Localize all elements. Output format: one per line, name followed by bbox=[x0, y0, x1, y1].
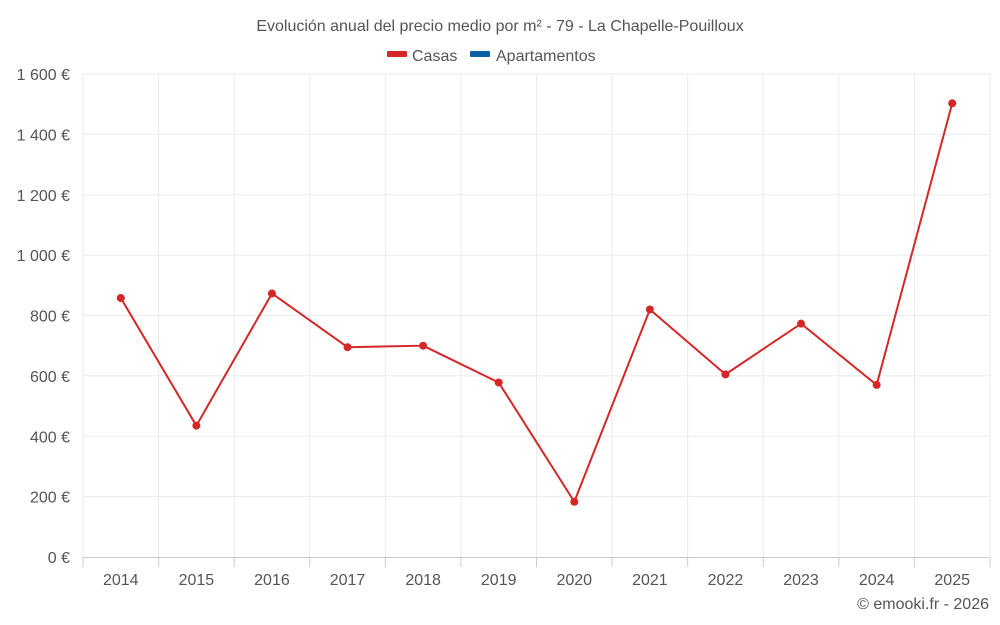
data-point[interactable] bbox=[645, 305, 654, 314]
x-tick-label: 2015 bbox=[179, 572, 215, 589]
y-tick-label: 800 € bbox=[30, 309, 70, 326]
legend-swatch-apartamentos bbox=[470, 51, 490, 57]
x-tick-label: 2022 bbox=[708, 572, 744, 589]
data-point[interactable] bbox=[116, 293, 125, 302]
x-tick-label: 2025 bbox=[934, 572, 970, 589]
legend-label-apartamentos: Apartamentos bbox=[496, 48, 596, 65]
series-casas bbox=[116, 99, 957, 506]
x-tick-label: 2020 bbox=[556, 572, 592, 589]
legend-item-casas[interactable]: Casas bbox=[387, 48, 457, 65]
data-point[interactable] bbox=[872, 380, 881, 389]
data-point[interactable] bbox=[419, 341, 428, 350]
y-tick-label: 200 € bbox=[30, 490, 70, 507]
data-point[interactable] bbox=[797, 319, 806, 328]
y-tick-label: 1 600 € bbox=[17, 67, 70, 84]
y-tick-label: 1 400 € bbox=[17, 127, 70, 144]
x-tick-label: 2019 bbox=[481, 572, 517, 589]
y-tick-label: 1 000 € bbox=[17, 248, 70, 265]
x-tick-label: 2017 bbox=[330, 572, 366, 589]
data-point[interactable] bbox=[267, 289, 276, 298]
legend-swatch-casas bbox=[387, 51, 407, 57]
data-point[interactable] bbox=[494, 378, 503, 387]
data-point[interactable] bbox=[948, 99, 957, 108]
x-tick-label: 2014 bbox=[103, 572, 139, 589]
gridlines bbox=[82, 73, 991, 557]
data-point[interactable] bbox=[721, 370, 730, 379]
chart-title: Evolución anual del precio medio por m² … bbox=[256, 18, 743, 35]
data-point[interactable] bbox=[570, 497, 579, 506]
legend-item-apartamentos[interactable]: Apartamentos bbox=[470, 48, 596, 65]
legend: Casas Apartamentos bbox=[387, 48, 596, 65]
x-tick-label: 2021 bbox=[632, 572, 668, 589]
axes: 0 € 200 € 400 € 600 € 800 € 1 000 € 1 200 € 1 4… bbox=[17, 67, 991, 589]
y-tick-label: 400 € bbox=[30, 429, 70, 446]
data-point[interactable] bbox=[343, 343, 352, 352]
x-tick-label: 2016 bbox=[254, 572, 290, 589]
x-tick-label: 2018 bbox=[405, 572, 441, 589]
y-tick-label: 0 € bbox=[48, 550, 70, 567]
data-point[interactable] bbox=[192, 421, 201, 430]
series-line bbox=[119, 103, 954, 503]
y-tick-label: 600 € bbox=[30, 369, 70, 386]
y-tick-label: 1 200 € bbox=[17, 188, 70, 205]
credit-text: © emooki.fr - 2026 bbox=[857, 596, 989, 613]
legend-label-casas: Casas bbox=[412, 48, 457, 65]
x-tick-label: 2023 bbox=[783, 572, 819, 589]
x-tick-label: 2024 bbox=[859, 572, 895, 589]
